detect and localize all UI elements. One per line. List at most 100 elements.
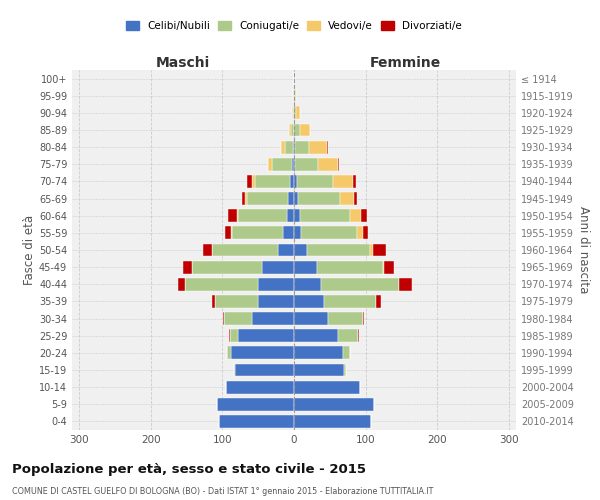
Bar: [328, 312, 363, 325]
Bar: [363, 312, 364, 325]
Bar: [294, 278, 321, 290]
Bar: [231, 346, 294, 360]
Bar: [383, 260, 384, 274]
Bar: [258, 278, 294, 290]
Bar: [294, 398, 374, 410]
Bar: [358, 330, 359, 342]
Bar: [370, 244, 373, 256]
Bar: [238, 330, 294, 342]
Y-axis label: Fasce di età: Fasce di età: [23, 215, 36, 285]
Bar: [398, 278, 399, 290]
Bar: [226, 380, 294, 394]
Bar: [399, 278, 412, 290]
Bar: [281, 140, 284, 153]
Bar: [343, 346, 350, 360]
Bar: [178, 278, 185, 290]
Bar: [361, 210, 367, 222]
Bar: [183, 260, 191, 274]
Bar: [294, 260, 317, 274]
Bar: [234, 364, 235, 376]
Bar: [294, 226, 301, 239]
Bar: [294, 380, 360, 394]
Bar: [294, 346, 343, 360]
Bar: [294, 330, 338, 342]
Bar: [287, 210, 294, 222]
Bar: [294, 72, 295, 85]
Bar: [283, 226, 294, 239]
Bar: [238, 210, 287, 222]
Bar: [231, 226, 232, 239]
Bar: [294, 415, 371, 428]
Bar: [297, 175, 332, 188]
Bar: [300, 210, 350, 222]
Bar: [258, 295, 294, 308]
Bar: [224, 312, 253, 325]
Legend: Celibi/Nubili, Coniugati/e, Vedovi/e, Divorziati/e: Celibi/Nubili, Coniugati/e, Vedovi/e, Di…: [123, 18, 465, 34]
Bar: [294, 364, 344, 376]
Bar: [290, 175, 294, 188]
Bar: [289, 124, 291, 136]
Bar: [340, 192, 354, 205]
Bar: [292, 158, 294, 170]
Bar: [309, 140, 327, 153]
Bar: [317, 260, 383, 274]
Bar: [295, 158, 319, 170]
Bar: [242, 192, 245, 205]
Bar: [278, 244, 294, 256]
Bar: [293, 106, 294, 120]
Bar: [384, 260, 394, 274]
Bar: [294, 106, 296, 120]
Bar: [191, 260, 262, 274]
Bar: [296, 106, 300, 120]
Bar: [247, 175, 252, 188]
Bar: [324, 295, 376, 308]
Bar: [294, 210, 300, 222]
Bar: [294, 140, 295, 153]
Bar: [357, 226, 363, 239]
Bar: [353, 175, 356, 188]
Bar: [301, 226, 357, 239]
Bar: [219, 415, 294, 428]
Bar: [294, 312, 328, 325]
Bar: [350, 210, 361, 222]
Bar: [185, 278, 258, 290]
Bar: [295, 90, 296, 102]
Bar: [212, 295, 215, 308]
Bar: [294, 90, 295, 102]
Bar: [235, 364, 294, 376]
Bar: [237, 210, 238, 222]
Bar: [229, 330, 230, 342]
Bar: [268, 158, 272, 170]
Bar: [344, 364, 346, 376]
Bar: [294, 175, 297, 188]
Bar: [252, 175, 256, 188]
Bar: [247, 192, 288, 205]
Bar: [338, 158, 339, 170]
Bar: [262, 260, 294, 274]
Bar: [212, 244, 278, 256]
Bar: [203, 244, 212, 256]
Bar: [230, 330, 238, 342]
Bar: [294, 124, 300, 136]
Bar: [227, 346, 231, 360]
Bar: [232, 226, 283, 239]
Bar: [319, 158, 338, 170]
Bar: [291, 124, 294, 136]
Bar: [253, 312, 294, 325]
Bar: [300, 124, 310, 136]
Bar: [288, 192, 294, 205]
Bar: [307, 244, 370, 256]
Bar: [256, 175, 290, 188]
Bar: [294, 244, 307, 256]
Bar: [376, 295, 382, 308]
Bar: [295, 140, 309, 153]
Bar: [215, 295, 258, 308]
Bar: [245, 192, 247, 205]
Bar: [298, 192, 340, 205]
Text: Popolazione per età, sesso e stato civile - 2015: Popolazione per età, sesso e stato civil…: [12, 462, 366, 475]
Bar: [354, 192, 357, 205]
Bar: [294, 192, 298, 205]
Bar: [228, 210, 237, 222]
Bar: [225, 226, 231, 239]
Bar: [294, 295, 324, 308]
